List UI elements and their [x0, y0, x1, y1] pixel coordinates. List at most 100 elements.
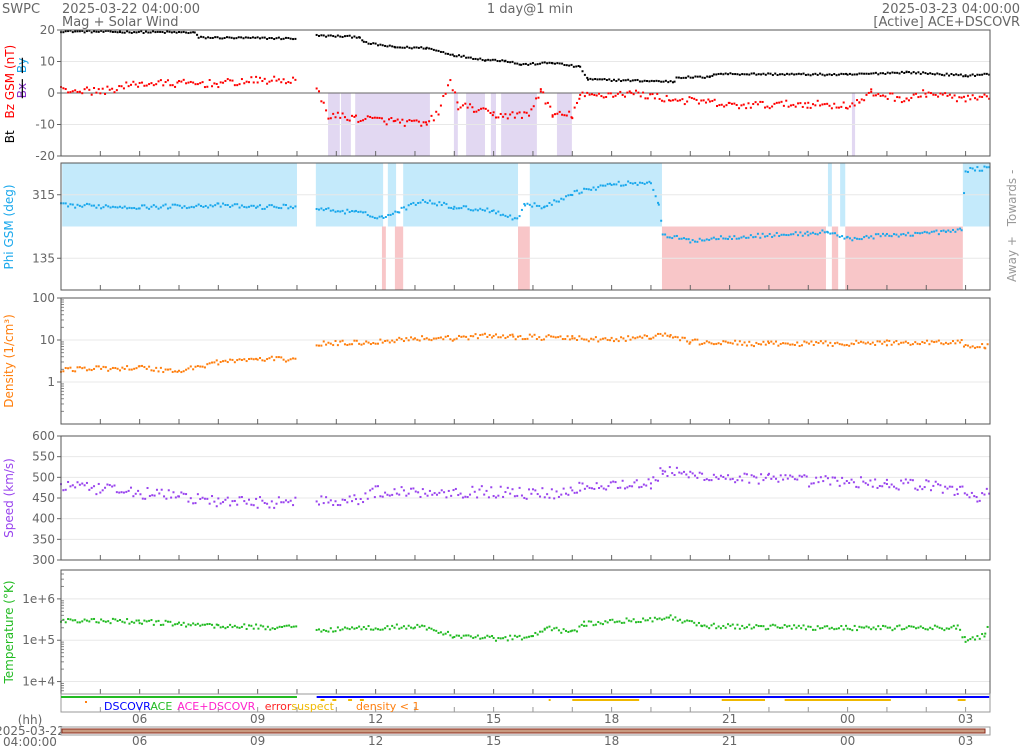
data-point	[817, 341, 820, 344]
data-point	[587, 620, 590, 623]
data-point	[620, 80, 623, 83]
data-point	[958, 96, 961, 99]
data-point	[733, 102, 736, 105]
data-point	[189, 497, 192, 500]
data-point	[417, 46, 420, 49]
data-point	[724, 72, 727, 75]
data-point	[315, 500, 318, 503]
data-point	[69, 91, 72, 94]
panel-frame-mag	[60, 29, 991, 157]
data-point	[675, 466, 678, 469]
data-point	[835, 74, 838, 77]
data-point	[893, 627, 896, 630]
data-point	[318, 503, 321, 506]
data-point	[926, 339, 929, 342]
data-point	[621, 93, 624, 96]
data-point	[757, 73, 760, 76]
data-point	[528, 488, 531, 491]
data-point	[838, 343, 841, 346]
data-point	[959, 341, 962, 344]
data-point	[966, 639, 969, 642]
data-point	[459, 106, 462, 109]
data-point	[799, 231, 802, 234]
data-point	[911, 234, 914, 237]
data-point	[900, 341, 903, 344]
data-point	[571, 489, 574, 492]
y-tick-label: 1e+4	[22, 675, 55, 689]
data-point	[567, 493, 570, 496]
legend-ace-dscovr: ACE+DSCOVR	[177, 700, 255, 713]
data-point	[85, 481, 88, 484]
data-point	[273, 205, 276, 208]
data-point	[821, 627, 824, 630]
data-point	[691, 472, 694, 475]
data-point	[598, 92, 601, 95]
data-point	[78, 90, 81, 93]
data-point	[81, 205, 84, 208]
data-point	[88, 203, 91, 206]
data-point	[865, 72, 868, 75]
time-range-slider-handle[interactable]	[61, 728, 986, 734]
data-point	[240, 358, 243, 361]
data-point	[945, 627, 948, 630]
data-point	[410, 119, 413, 122]
data-point	[853, 104, 856, 107]
data-point	[435, 337, 438, 340]
data-point	[262, 625, 265, 628]
data-point	[381, 628, 384, 631]
data-point	[918, 485, 921, 488]
data-point	[523, 496, 526, 499]
data-point	[798, 344, 801, 347]
data-point	[568, 338, 571, 341]
data-point	[407, 339, 410, 342]
data-point	[182, 621, 185, 624]
data-point	[224, 203, 227, 206]
data-point	[250, 624, 253, 627]
data-point	[552, 335, 555, 338]
data-point	[221, 37, 224, 40]
data-point	[769, 624, 772, 627]
data-point	[513, 634, 516, 637]
data-point	[884, 625, 887, 628]
data-point	[97, 30, 100, 33]
data-point	[178, 204, 181, 207]
data-point	[469, 335, 472, 338]
data-point	[743, 73, 746, 76]
data-point	[583, 338, 586, 341]
data-point	[442, 633, 445, 636]
data-point	[708, 238, 711, 241]
data-point	[318, 628, 321, 631]
data-point	[494, 333, 497, 336]
data-point	[364, 117, 367, 120]
data-point	[715, 238, 718, 241]
data-point	[185, 207, 188, 210]
data-point	[971, 94, 974, 97]
data-point	[796, 341, 799, 344]
data-point	[551, 115, 554, 118]
data-point	[259, 37, 262, 40]
data-point	[111, 87, 114, 90]
data-point	[516, 112, 519, 115]
bx-label: Bx	[15, 83, 29, 98]
data-point	[187, 367, 190, 370]
data-point	[976, 73, 979, 76]
data-point	[661, 472, 664, 475]
data-point	[612, 480, 615, 483]
y-tick-label: 1	[47, 375, 55, 389]
data-point	[240, 625, 243, 628]
data-point	[775, 340, 778, 343]
data-point	[332, 112, 335, 115]
data-point	[570, 63, 573, 66]
data-point	[748, 481, 751, 484]
data-point	[679, 339, 682, 342]
data-point	[944, 341, 947, 344]
data-point	[668, 616, 671, 619]
data-point	[511, 111, 514, 114]
data-point	[648, 337, 651, 340]
data-point	[243, 358, 246, 361]
data-point	[867, 626, 870, 629]
data-point	[424, 121, 427, 124]
data-point	[683, 336, 686, 339]
data-point	[341, 35, 344, 38]
data-point	[621, 479, 624, 482]
